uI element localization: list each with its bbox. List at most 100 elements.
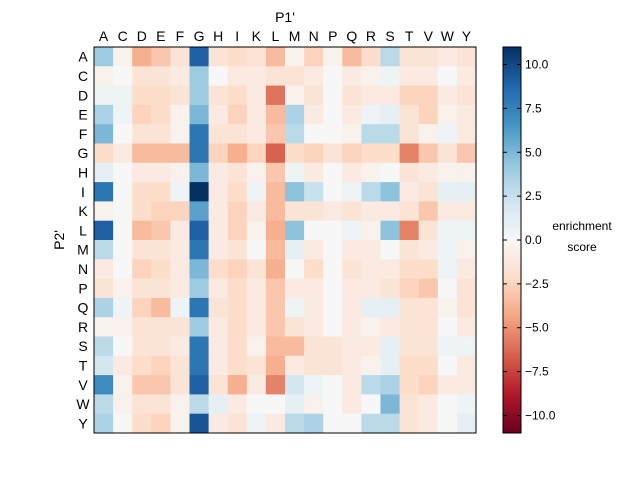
heatmap-cell [437,85,458,106]
heatmap-cell [342,143,362,164]
heatmap-cell [265,47,286,67]
heatmap-cell [456,143,477,164]
heatmap-cell [113,220,133,241]
heatmap-cell [132,124,152,144]
heatmap-cell [227,85,248,106]
heatmap-cell [342,240,362,260]
heatmap-cell [323,220,343,241]
heatmap-cell [246,413,267,434]
heatmap-cell [132,355,152,376]
heatmap-cell [342,375,362,395]
heatmap-cell [437,201,458,222]
heatmap-cell [132,85,152,106]
heatmap-cell [437,413,458,434]
x-tick-label: A [99,28,109,44]
heatmap-cell [94,394,114,415]
heatmap-cell [170,278,190,299]
heatmap-cell [151,104,171,125]
y-tick-label: T [79,357,88,373]
heatmap-cell [418,336,439,357]
heatmap-cell [361,66,381,87]
heatmap-cell [265,201,286,222]
heatmap-cell [132,220,152,241]
heatmap-cell [456,317,477,337]
heatmap-cell [189,182,210,202]
heatmap-cell [151,182,171,202]
heatmap-cell [285,220,305,241]
heatmap-cell [208,317,229,337]
heatmap-cell [399,143,420,164]
heatmap-cell [456,413,477,434]
heatmap-cell [94,317,114,337]
heatmap-cell [151,297,171,318]
heatmap-cell [304,355,324,376]
heatmap-cell [399,278,420,299]
y-tick-label: I [81,184,85,200]
heatmap-cell [380,413,401,434]
heatmap-cell [361,47,381,67]
heatmap-cell [189,240,210,260]
heatmap-cell [113,278,133,299]
heatmap-cell [265,375,286,395]
y-tick-label: Y [78,415,88,431]
heatmap-cell [418,278,439,299]
x-tick-label: I [235,28,239,44]
heatmap-cell [227,413,248,434]
y-tick-label: S [78,338,87,354]
heatmap-cell [361,394,381,415]
heatmap-cell [208,413,229,434]
heatmap-cell [437,278,458,299]
heatmap-cell [227,201,248,222]
heatmap-cell [456,375,477,395]
heatmap-cell [227,297,248,318]
heatmap-cell [437,375,458,395]
heatmap-cell [323,336,343,357]
heatmap-cell [361,375,381,395]
heatmap-cell [246,182,267,202]
heatmap-cell [113,162,133,183]
heatmap-cell [342,220,362,241]
heatmap-cell [456,394,477,415]
heatmap-cell [246,375,267,395]
heatmap-cell [361,85,381,106]
heatmap-cell [246,143,267,164]
heatmap-cell [132,317,152,337]
heatmap-cell [246,240,267,260]
heatmap-cell [208,47,229,67]
colorbar-tick-label: 7.5 [525,101,542,115]
heatmap-cell [170,317,190,337]
heatmap-cell [285,124,305,144]
heatmap-cell [227,240,248,260]
heatmap-cell [170,162,190,183]
heatmap-cell [246,201,267,222]
heatmap-cell [208,182,229,202]
heatmap-cell [246,259,267,280]
heatmap-cell [94,278,114,299]
heatmap-cell [342,124,362,144]
heatmap-cell [418,66,439,87]
x-tick-label: E [156,28,165,44]
heatmap-cell [94,336,114,357]
heatmap-cell [380,162,401,183]
heatmap-cell [189,317,210,337]
heatmap-cell [323,85,343,106]
heatmap-cell [361,336,381,357]
heatmap-cell [323,240,343,260]
heatmap-cell [304,336,324,357]
heatmap-cell [265,297,286,318]
heatmap-cell [285,394,305,415]
heatmap-cell [323,104,343,125]
heatmap-cell [399,240,420,260]
heatmap-cell [437,124,458,144]
heatmap-cell [399,355,420,376]
heatmap-cell [380,278,401,299]
heatmap-cell [151,143,171,164]
heatmap-cell [342,201,362,222]
heatmap-cell [189,143,210,164]
heatmap-cell [170,143,190,164]
heatmap-cell [342,394,362,415]
heatmap-cell [132,297,152,318]
heatmap-cell [285,336,305,357]
heatmap-cell [208,375,229,395]
